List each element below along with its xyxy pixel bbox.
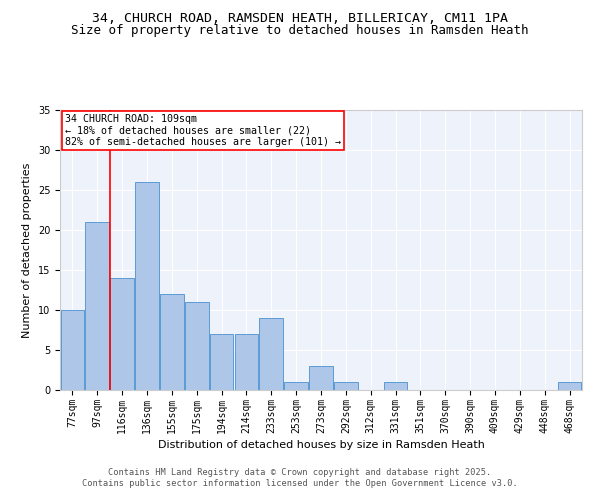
- Text: 34 CHURCH ROAD: 109sqm
← 18% of detached houses are smaller (22)
82% of semi-det: 34 CHURCH ROAD: 109sqm ← 18% of detached…: [65, 114, 341, 148]
- Bar: [135, 182, 159, 390]
- Bar: [384, 382, 407, 390]
- Bar: [235, 334, 258, 390]
- Bar: [61, 310, 84, 390]
- Text: 34, CHURCH ROAD, RAMSDEN HEATH, BILLERICAY, CM11 1PA: 34, CHURCH ROAD, RAMSDEN HEATH, BILLERIC…: [92, 12, 508, 26]
- Text: Size of property relative to detached houses in Ramsden Heath: Size of property relative to detached ho…: [71, 24, 529, 37]
- Text: Contains HM Land Registry data © Crown copyright and database right 2025.
Contai: Contains HM Land Registry data © Crown c…: [82, 468, 518, 487]
- Bar: [110, 278, 134, 390]
- Bar: [259, 318, 283, 390]
- Bar: [85, 222, 109, 390]
- Bar: [309, 366, 333, 390]
- Bar: [210, 334, 233, 390]
- Bar: [284, 382, 308, 390]
- X-axis label: Distribution of detached houses by size in Ramsden Heath: Distribution of detached houses by size …: [158, 440, 484, 450]
- Bar: [558, 382, 581, 390]
- Y-axis label: Number of detached properties: Number of detached properties: [22, 162, 32, 338]
- Bar: [185, 302, 209, 390]
- Bar: [334, 382, 358, 390]
- Bar: [160, 294, 184, 390]
